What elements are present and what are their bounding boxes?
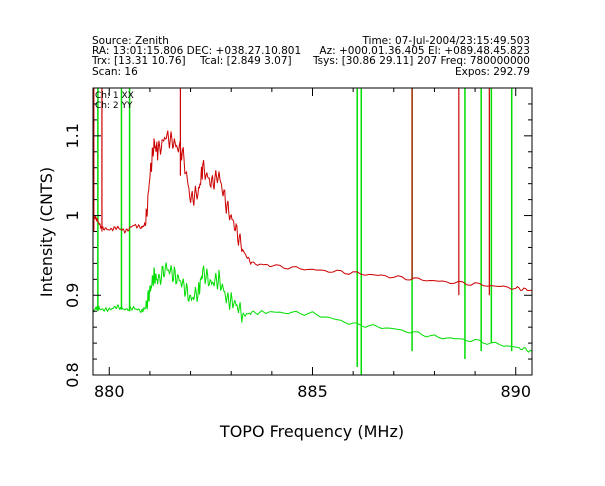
x-axis-label: TOPO Frequency (MHz) bbox=[219, 422, 404, 441]
x-tick-label: 890 bbox=[500, 382, 531, 401]
source-label: Source: Zenith bbox=[92, 35, 169, 47]
time-label: Time: 07-Jul-2004/23:15:49.503 bbox=[362, 35, 530, 47]
tsys-label: Tsys: [30.86 29.11] bbox=[313, 55, 414, 67]
ra-dec-label: RA: 13:01:15.806 DEC: +038.27.10.801 bbox=[92, 45, 302, 57]
y-tick-label: 1 bbox=[63, 210, 82, 220]
tcal-label: Tcal: [2.849 3.07] bbox=[200, 55, 292, 67]
series-line-yy bbox=[93, 262, 532, 353]
freq-label: 207 Freq: 780000000 bbox=[417, 55, 530, 67]
legend-entry-xx: Ch: 1 XX bbox=[95, 91, 134, 101]
az-el-label: Az: +000.01.36.405 El: +089.48.45.823 bbox=[319, 45, 530, 57]
y-tick-label: 0.8 bbox=[63, 362, 82, 387]
scan-label: Scan: 16 bbox=[92, 66, 138, 78]
expos-label: Expos: 292.79 bbox=[454, 66, 530, 78]
y-tick-label: 0.9 bbox=[63, 283, 82, 308]
spike-layer bbox=[93, 88, 513, 375]
y-axis-label: Intensity (CNTS) bbox=[37, 167, 56, 297]
y-tick-label: 1.1 bbox=[63, 123, 82, 148]
trx-label: Trx: [13.31 10.76] bbox=[92, 55, 186, 67]
legend-entry-yy: Ch: 2 YY bbox=[95, 101, 133, 111]
tick-layer: 880 885 890 0.8 0.9 1 1.1 bbox=[63, 87, 532, 401]
plot-frame bbox=[92, 87, 533, 376]
series-line-xx bbox=[93, 130, 532, 292]
x-tick-label: 880 bbox=[94, 382, 125, 401]
x-tick-label: 885 bbox=[297, 382, 328, 401]
